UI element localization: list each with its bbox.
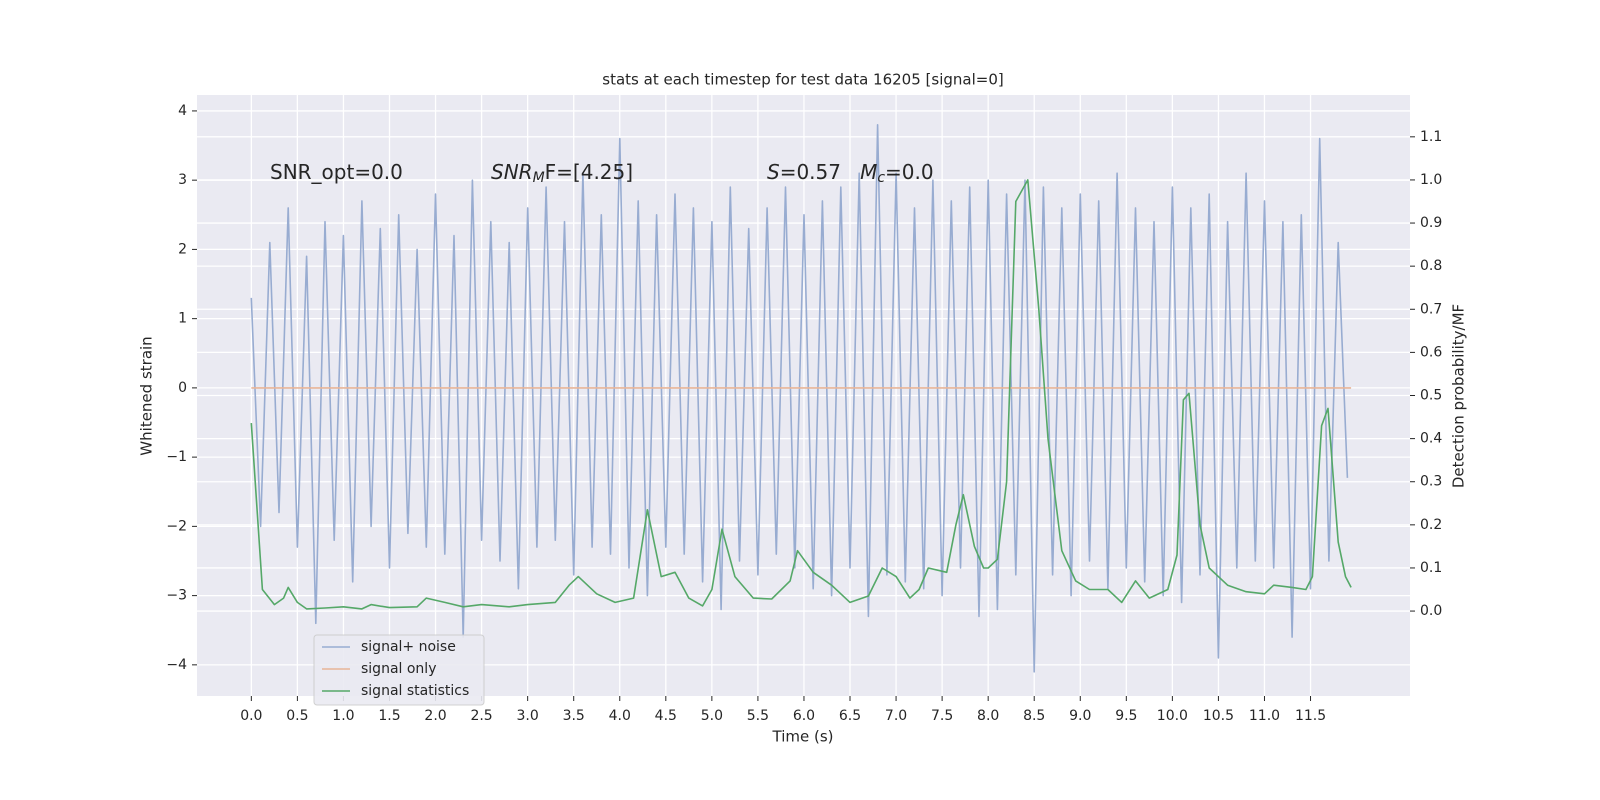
y2-tick-label: 0.7 — [1420, 301, 1442, 317]
legend-box — [313, 634, 485, 706]
y2-tick-label: 0.3 — [1420, 474, 1442, 490]
legend-label: signal+ noise — [361, 639, 456, 655]
x-tick-label: 7.0 — [885, 708, 907, 724]
y2-axis-label: Detection probability/MF — [1450, 304, 1468, 488]
series-line — [250, 179, 1352, 610]
annotation-part: SNR — [491, 160, 533, 184]
legend-label: signal only — [361, 661, 436, 677]
x-tick-label: 4.0 — [609, 708, 631, 724]
x-tick-label: 8.0 — [977, 708, 999, 724]
y-tick-label: 1 — [178, 311, 187, 327]
x-tick-label: 2.5 — [470, 708, 492, 724]
x-tick-label: 5.0 — [701, 708, 723, 724]
y2-tick-label: 0.9 — [1420, 215, 1442, 231]
y2-tick-label: 0.1 — [1420, 560, 1442, 576]
y-tick-label: 3 — [178, 172, 187, 188]
y-tick-label: 4 — [178, 103, 187, 119]
y2-tick-label: 0.4 — [1420, 431, 1442, 447]
y2-tick-label: 1.0 — [1420, 172, 1442, 188]
y2-tick-label: 0.5 — [1420, 388, 1442, 404]
y2-tick-label: 0.0 — [1420, 603, 1442, 619]
x-tick-label: 9.5 — [1115, 708, 1137, 724]
annotation-part: M — [860, 160, 877, 184]
y-tick-label: 0 — [178, 380, 187, 396]
x-tick-label: 10.0 — [1157, 708, 1188, 724]
y2-tick-label: 0.8 — [1420, 258, 1442, 274]
x-tick-label: 11.5 — [1295, 708, 1326, 724]
chart-title: stats at each timestep for test data 162… — [602, 71, 1003, 89]
x-tick-label: 9.0 — [1069, 708, 1091, 724]
annotation-part: SNR_opt=0.0 — [270, 160, 403, 184]
y-axis-label: Whitened strain — [138, 336, 156, 455]
annotation: SNR_opt=0.0 — [270, 160, 403, 184]
y-tick-label: 2 — [178, 241, 187, 257]
x-tick-label: 4.5 — [655, 708, 677, 724]
annotation: S=0.57 Mc=0.0 — [767, 160, 934, 187]
x-tick-label: 3.0 — [517, 708, 539, 724]
annotation: SNRMF=[4.25] — [491, 160, 633, 187]
x-tick-label: 0.5 — [286, 708, 308, 724]
annotation-part: c — [877, 170, 885, 186]
x-tick-label: 1.5 — [378, 708, 400, 724]
y2-tick-label: 1.1 — [1420, 129, 1442, 145]
x-tick-label: 10.5 — [1203, 708, 1234, 724]
x-tick-label: 0.0 — [240, 708, 262, 724]
x-tick-label: 7.5 — [931, 708, 953, 724]
annotation-part: S — [767, 160, 780, 184]
annotation-part: M — [533, 170, 545, 186]
y2-tick-label: 0.2 — [1420, 517, 1442, 533]
y-tick-label: −1 — [166, 449, 187, 465]
annotation-part: =0.57 — [780, 160, 860, 184]
x-tick-label: 6.0 — [793, 708, 815, 724]
x-tick-label: 8.5 — [1023, 708, 1045, 724]
legend-label: signal statistics — [361, 683, 469, 699]
y2-tick-label: 0.6 — [1420, 344, 1442, 360]
x-tick-label: 1.0 — [332, 708, 354, 724]
series-line — [250, 124, 1349, 673]
annotation-part: F=[4.25] — [545, 160, 633, 184]
x-tick-label: 5.5 — [747, 708, 769, 724]
y-tick-label: −2 — [166, 518, 187, 534]
x-tick-label: 2.0 — [424, 708, 446, 724]
x-tick-label: 6.5 — [839, 708, 861, 724]
annotation-part: =0.0 — [885, 160, 934, 184]
x-axis-label: Time (s) — [772, 728, 834, 746]
x-tick-label: 3.5 — [563, 708, 585, 724]
y-tick-label: −4 — [166, 657, 187, 673]
y-tick-label: −3 — [166, 588, 187, 604]
x-tick-label: 11.0 — [1249, 708, 1280, 724]
